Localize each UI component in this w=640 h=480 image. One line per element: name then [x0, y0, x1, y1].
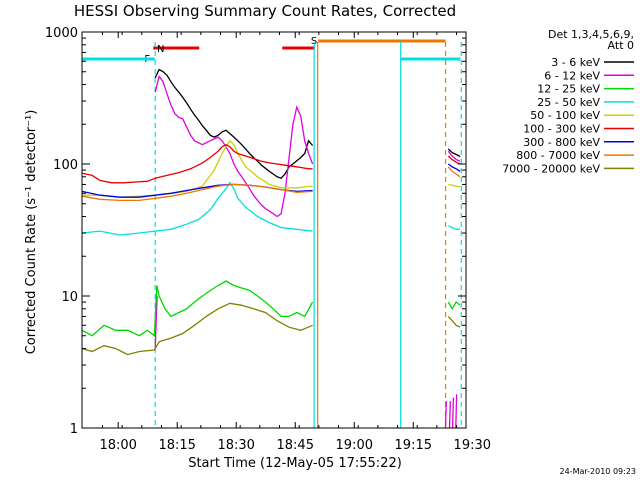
- series-7000-20000-kev-segment-1: [447, 315, 461, 328]
- series-6-12-kev-segment-5: [451, 397, 455, 429]
- series-6-12-kev-segment-4: [448, 401, 451, 429]
- x-tick-label-18-15: 18:15: [158, 438, 195, 453]
- flag-bars: FNS: [82, 36, 461, 65]
- legend-header-1: Att 0: [608, 39, 634, 52]
- legend-label-50-100-kev: 50 - 100 keV: [530, 109, 600, 122]
- legend-header-0: Det 1,3,4,5,6,9,: [548, 28, 634, 41]
- series-lines: [81, 68, 461, 429]
- series-100-300-kev-segment-0: [81, 143, 313, 184]
- event-lines: [154, 42, 462, 428]
- x-tick-label-19-15: 19:15: [395, 438, 432, 453]
- legend-label-6-12-kev: 6 - 12 keV: [544, 69, 600, 82]
- series-3-6-kev-segment-1: [447, 148, 461, 158]
- chart-title: HESSI Observing Summary Count Rates, Cor…: [74, 2, 456, 20]
- y-tick-label-10: 10: [61, 290, 78, 305]
- legend-label-7000-20000-kev: 7000 - 20000 keV: [502, 162, 600, 175]
- series-12-25-kev-segment-1: [447, 301, 461, 311]
- x-tick-label-19-30: 19:30: [454, 438, 491, 453]
- x-tick-label-19-00: 19:00: [336, 438, 373, 453]
- series-6-12-kev-segment-3: [444, 401, 447, 429]
- y-tick-label-1000: 1000: [45, 26, 78, 41]
- series-50-100-kev-segment-1: [448, 183, 461, 188]
- legend-label-800-7000-kev: 800 - 7000 keV: [516, 149, 600, 162]
- axes: 18:00 18:15 18:30 18:45 19:00 19:15 19:30 1 10 10…: [45, 26, 491, 453]
- series-800-7000-kev-segment-1: [447, 166, 461, 178]
- legend-label-25-50-kev: 25 - 50 keV: [537, 96, 600, 109]
- series-100-300-kev-segment-1: [447, 155, 461, 165]
- x-tick-label-18-30: 18:30: [217, 438, 254, 453]
- x-axis-label: Start Time (12-May-05 17:55:22): [188, 456, 402, 471]
- series-6-12-kev-segment-6: [455, 394, 458, 429]
- y-tick-label-100: 100: [53, 158, 78, 173]
- legend-label-300-800-kev: 300 - 800 keV: [523, 136, 600, 149]
- series-6-12-kev-segment-0: [154, 75, 314, 218]
- series-25-50-kev-segment-1: [448, 225, 461, 230]
- legend-label-12-25-kev: 12 - 25 keV: [537, 83, 600, 96]
- flag-label-n: N: [157, 44, 164, 55]
- legend-label-3-6-kev: 3 - 6 keV: [551, 56, 600, 69]
- series-800-7000-kev-segment-0: [81, 183, 313, 202]
- plot-date-footer: 24-Mar-2010 09:23: [560, 467, 637, 476]
- x-tick-label-18-45: 18:45: [277, 438, 314, 453]
- flag-label-s: S: [311, 36, 317, 47]
- y-tick-label-1: 1: [70, 422, 78, 437]
- series-6-12-kev-segment-1: [447, 150, 461, 162]
- series-12-25-kev-segment-0: [81, 280, 314, 337]
- x-tick-label-18-00: 18:00: [99, 438, 136, 453]
- series-3-6-kev-segment-0: [154, 68, 314, 179]
- series-6-12-kev-segment-2: [154, 295, 158, 349]
- series-50-100-kev-segment-0: [82, 139, 313, 198]
- plot-frame: [81, 31, 467, 429]
- series-25-50-kev-segment-0: [81, 181, 313, 236]
- series-7000-20000-kev-segment-0: [81, 302, 313, 356]
- y-axis-label: Corrected Count Rate (s⁻¹ detector⁻¹): [24, 110, 39, 355]
- legend-label-100-300-kev: 100 - 300 keV: [523, 123, 600, 136]
- series-300-800-kev-segment-1: [447, 163, 461, 172]
